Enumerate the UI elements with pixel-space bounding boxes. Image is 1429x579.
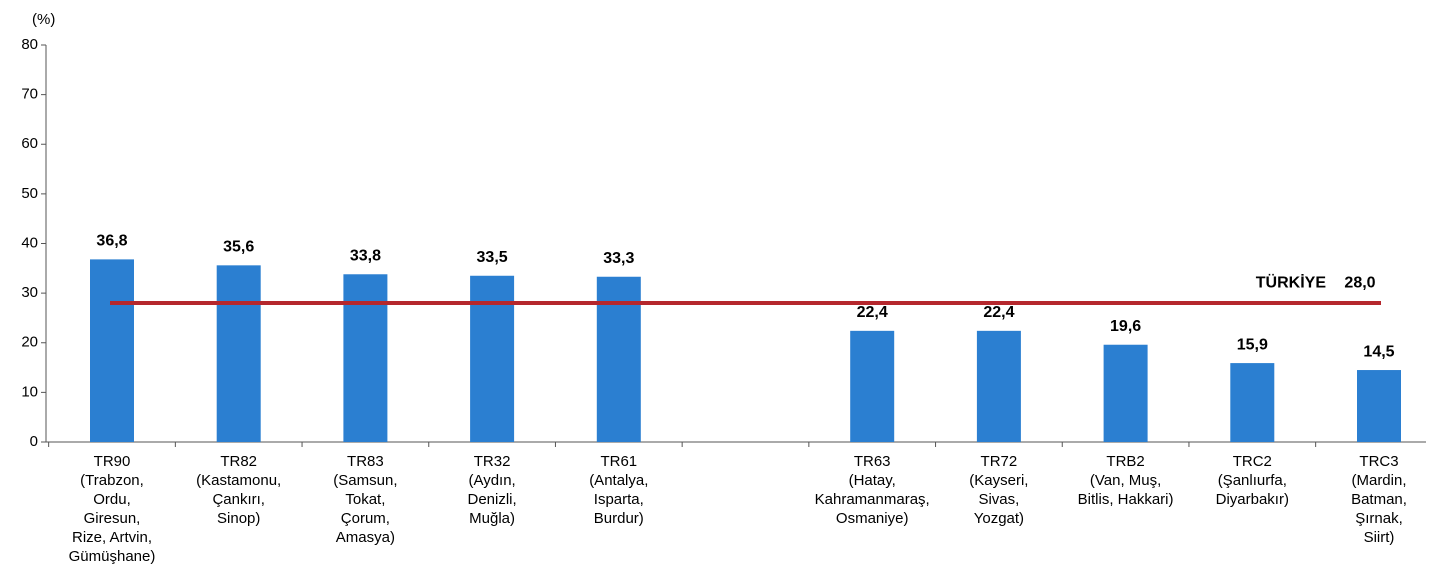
value-label: 22,4 (857, 304, 888, 321)
value-label: 35,6 (223, 239, 254, 256)
x-tick-label: Amasya) (336, 529, 395, 546)
x-tick-label: Bitlis, Hakkari) (1078, 491, 1174, 508)
y-tick-label: 60 (21, 135, 38, 152)
value-label: 15,9 (1237, 336, 1268, 353)
x-tick-label: TR32 (474, 453, 511, 470)
y-tick-label: 10 (21, 383, 38, 400)
x-tick-label: (Aydın, (468, 472, 515, 489)
x-tick-label: Sivas, (978, 491, 1019, 508)
x-tick-label: Ordu, (93, 491, 131, 508)
y-tick-label: 70 (21, 86, 38, 103)
x-tick-label: (Samsun, (333, 472, 397, 489)
x-tick-label: (Hatay, (849, 472, 896, 489)
bar (1357, 370, 1401, 442)
bar (216, 265, 261, 442)
x-tick-label: Rize, Artvin, (72, 529, 152, 546)
x-tick-label: Diyarbakır) (1216, 491, 1289, 508)
bar (470, 275, 515, 442)
bar (90, 259, 134, 442)
x-tick-label: Çorum, (341, 510, 390, 527)
x-tick-label: TRB2 (1106, 453, 1144, 470)
x-tick-label: (Antalya, (589, 472, 648, 489)
x-tick-label: TR82 (220, 453, 257, 470)
bar (1230, 363, 1275, 442)
x-tick-label: TR72 (981, 453, 1018, 470)
x-tick-label: Isparta, (594, 491, 644, 508)
value-label: 33,3 (603, 250, 634, 267)
y-axis-label: (%) (32, 11, 55, 28)
x-tick-label: Sinop) (217, 510, 260, 527)
x-tick-label: Kahramanmaraş, (815, 491, 930, 508)
x-tick-label: TR90 (94, 453, 131, 470)
value-label: 19,6 (1110, 318, 1141, 335)
x-tick-label: Tokat, (345, 491, 385, 508)
x-tick-label: Osmaniye) (836, 510, 909, 527)
value-label: 22,4 (983, 304, 1014, 321)
reference-label: TÜRKİYE (1256, 272, 1327, 291)
x-tick-label: Yozgat) (974, 510, 1024, 527)
x-tick-label: Giresun, (84, 510, 141, 527)
x-tick-label: TRC2 (1233, 453, 1272, 470)
x-tick-label: Siirt) (1364, 529, 1395, 546)
y-tick-label: 20 (21, 334, 38, 351)
bar (343, 274, 388, 442)
x-tick-label: TR63 (854, 453, 891, 470)
x-tick-label: (Kayseri, (969, 472, 1028, 489)
value-label: 14,5 (1363, 343, 1394, 360)
reference-value-label: 28,0 (1344, 274, 1375, 291)
x-tick-label: TR83 (347, 453, 384, 470)
x-tick-label: (Mardin, (1351, 472, 1406, 489)
value-label: 33,8 (350, 247, 381, 264)
value-label: 36,8 (96, 233, 127, 250)
x-tick-label: Denizli, (468, 491, 517, 508)
x-tick-label: (Kastamonu, (196, 472, 281, 489)
bar (850, 330, 895, 442)
bar (976, 330, 1021, 442)
x-tick-label: Burdur) (594, 510, 644, 527)
y-tick-label: 80 (21, 36, 38, 53)
x-tick-label: Batman, (1351, 491, 1407, 508)
y-tick-label: 30 (21, 284, 38, 301)
y-tick-label: 40 (21, 234, 38, 251)
x-tick-label: Çankırı, (212, 491, 265, 508)
x-tick-label: TRC3 (1359, 453, 1398, 470)
x-tick-label: Şırnak, (1355, 510, 1403, 527)
y-tick-label: 0 (30, 433, 38, 450)
value-label: 33,5 (477, 249, 508, 266)
x-tick-label: Gümüşhane) (69, 548, 156, 565)
x-tick-label: (Van, Muş, (1090, 472, 1161, 489)
y-tick-label: 50 (21, 185, 38, 202)
x-tick-label: Muğla) (469, 510, 515, 527)
bar (1103, 344, 1148, 442)
x-tick-label: (Şanlıurfa, (1218, 472, 1287, 489)
x-tick-label: TR61 (600, 453, 637, 470)
x-tick-label: (Trabzon, (80, 472, 144, 489)
